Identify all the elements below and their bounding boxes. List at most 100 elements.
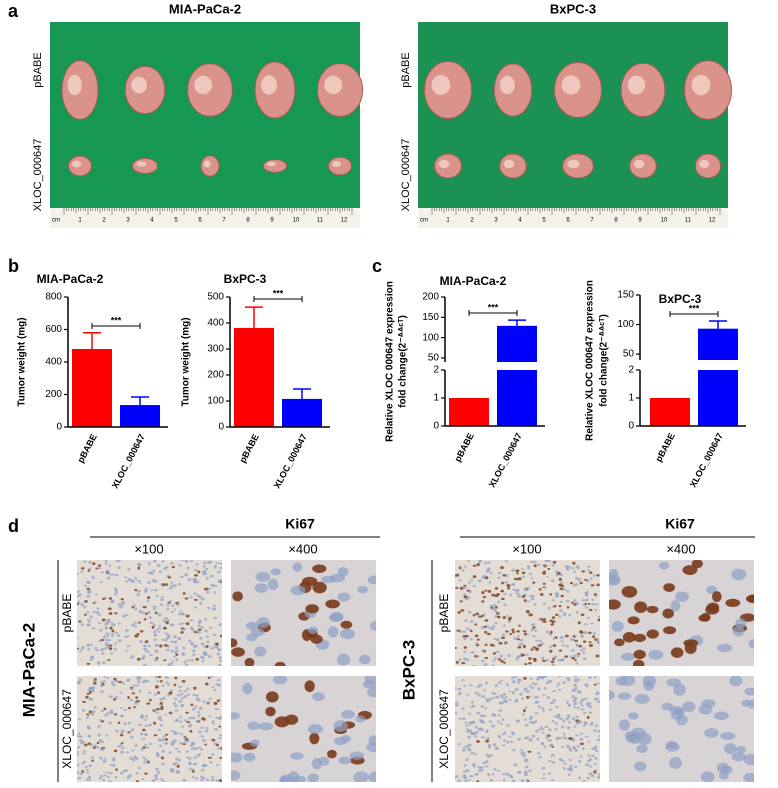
nucleus xyxy=(498,641,503,645)
nucleus xyxy=(182,592,186,595)
nucleus xyxy=(189,729,193,733)
nucleus xyxy=(494,684,498,687)
nucleus xyxy=(153,560,157,563)
nucleus xyxy=(207,756,212,759)
nucleus xyxy=(103,774,107,777)
row-label: pBABE xyxy=(32,52,44,87)
nucleus xyxy=(474,725,478,729)
nucleus xyxy=(579,755,583,758)
nucleus xyxy=(164,632,168,635)
nucleus xyxy=(211,686,215,689)
nucleus xyxy=(555,570,559,573)
nucleus xyxy=(701,699,716,708)
nucleus xyxy=(182,778,187,782)
nucleus xyxy=(146,650,151,653)
nucleus xyxy=(142,605,147,609)
nucleus xyxy=(545,630,550,634)
nucleus xyxy=(126,776,130,780)
nucleus xyxy=(492,659,496,662)
nucleus xyxy=(205,635,210,638)
nucleus xyxy=(479,714,484,718)
nucleus xyxy=(476,740,480,743)
nucleus xyxy=(131,692,136,695)
nucleus xyxy=(202,700,206,704)
nucleus xyxy=(487,773,491,777)
nucleus xyxy=(77,745,81,749)
nucleus xyxy=(213,728,218,731)
nucleus xyxy=(174,709,179,712)
nucleus xyxy=(193,756,198,759)
nucleus xyxy=(150,572,154,576)
nucleus xyxy=(216,679,221,682)
nucleus xyxy=(125,649,128,652)
nucleus xyxy=(197,624,201,627)
nucleus xyxy=(142,756,146,759)
nucleus xyxy=(516,638,521,641)
nucleus xyxy=(114,573,119,577)
nucleus xyxy=(120,603,124,607)
nucleus xyxy=(620,676,636,687)
nucleus xyxy=(210,778,215,782)
nucleus xyxy=(535,639,539,642)
nucleus xyxy=(501,581,505,585)
nucleus xyxy=(206,778,209,782)
nucleus xyxy=(167,601,171,604)
y-axis-label: fold change(2⁻ᐞᐞᶜᵀ) xyxy=(599,314,610,407)
nucleus xyxy=(455,703,459,707)
nucleus xyxy=(219,756,222,759)
nucleus xyxy=(190,741,195,744)
bar xyxy=(234,327,274,427)
nucleus xyxy=(90,712,95,716)
nucleus xyxy=(469,620,474,623)
nucleus xyxy=(123,635,128,638)
nucleus xyxy=(522,713,525,716)
nucleus xyxy=(162,567,167,571)
nucleus xyxy=(584,578,588,581)
nucleus xyxy=(78,593,82,597)
nucleus xyxy=(467,747,470,751)
tumor-highlight xyxy=(627,75,646,95)
nucleus xyxy=(535,700,540,704)
nucleus xyxy=(220,747,222,750)
nucleus xyxy=(567,703,572,707)
nucleus xyxy=(481,591,485,595)
bar xyxy=(120,405,160,427)
nucleus xyxy=(200,775,204,778)
nucleus xyxy=(312,564,327,573)
nucleus xyxy=(178,612,182,616)
nucleus xyxy=(167,663,172,666)
nucleus xyxy=(512,583,515,586)
nucleus xyxy=(171,566,176,569)
nucleus xyxy=(202,776,206,780)
nucleus xyxy=(126,751,130,754)
nucleus xyxy=(147,596,151,600)
nucleus xyxy=(590,754,595,758)
nucleus xyxy=(114,612,118,615)
nucleus xyxy=(148,616,152,619)
nucleus xyxy=(683,639,699,647)
nucleus xyxy=(77,763,80,767)
tumor-highlight xyxy=(633,159,645,169)
nucleus xyxy=(166,648,171,652)
nucleus xyxy=(521,754,526,758)
nucleus xyxy=(80,602,84,607)
nucleus xyxy=(198,621,202,625)
nucleus xyxy=(127,568,131,571)
nucleus xyxy=(112,758,116,762)
nucleus xyxy=(573,599,577,602)
nucleus xyxy=(673,708,685,716)
nucleus xyxy=(92,577,95,580)
nucleus xyxy=(487,698,492,701)
nucleus xyxy=(105,734,108,737)
nucleus xyxy=(560,759,565,762)
nucleus xyxy=(154,693,158,696)
nucleus xyxy=(204,629,208,633)
nucleus xyxy=(565,599,570,603)
nucleus xyxy=(569,764,573,767)
nucleus xyxy=(210,583,215,587)
nucleus xyxy=(205,682,209,686)
nucleus xyxy=(307,773,320,782)
nucleus xyxy=(513,676,518,678)
nucleus xyxy=(111,599,115,603)
nucleus xyxy=(514,688,519,692)
